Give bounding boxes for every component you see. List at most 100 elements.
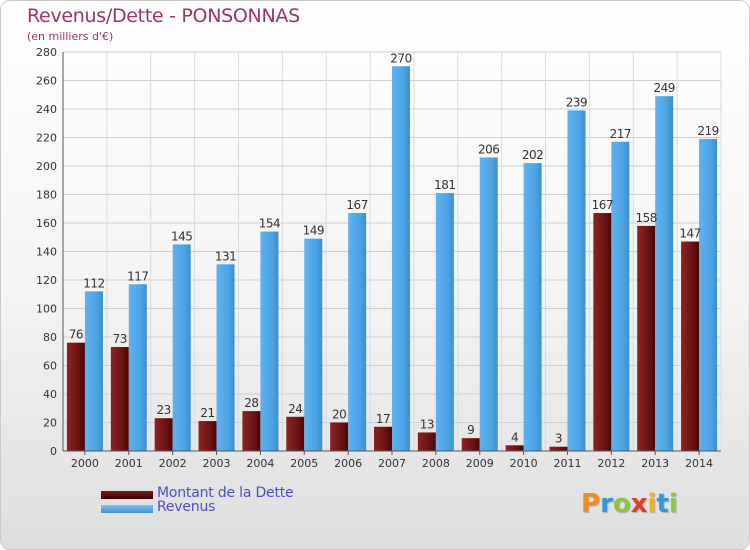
y-axis: 0 20 40 60 80 100 120 140 160 180 200 220 240 260 280	[36, 46, 64, 458]
chart-title: Revenus/Dette - PONSONNAS	[27, 5, 300, 27]
bar-revenue	[435, 193, 454, 451]
y-tick-label: 140	[36, 246, 57, 259]
bar-debt	[198, 421, 217, 451]
logo-letter: t	[656, 489, 669, 519]
bar-revenue	[699, 138, 718, 452]
x-tick-label: 2011	[553, 457, 581, 470]
data-label-revenue: 112	[83, 276, 104, 290]
bar-debt	[154, 418, 173, 451]
y-tick-label: 40	[43, 388, 57, 401]
bar-revenue	[567, 110, 586, 452]
data-label-revenue: 239	[566, 95, 587, 109]
bar-debt	[110, 346, 129, 451]
bar-revenue	[128, 284, 147, 451]
data-label-revenue: 117	[127, 269, 148, 283]
y-tick-label: 100	[36, 303, 57, 316]
x-tick-label: 2014	[685, 457, 713, 470]
x-tick-label: 2006	[334, 457, 362, 470]
data-label-revenue: 202	[522, 148, 543, 162]
chart-subtitle: (en milliers d'€)	[27, 30, 114, 43]
x-axis: 2000 2001 2002 2003 2004 2005 2006 2007 2008 2009…	[63, 450, 721, 470]
data-label-debt: 73	[113, 332, 127, 346]
bar-revenue	[304, 238, 323, 451]
data-label-revenue: 270	[390, 51, 411, 65]
bar-debt	[242, 411, 261, 451]
bar-revenue	[172, 244, 191, 451]
x-tick-label: 2003	[203, 457, 231, 470]
bar-revenue	[216, 264, 235, 451]
bar-revenue	[611, 141, 630, 451]
proxiti-logo: Proxiti	[581, 489, 678, 519]
y-tick-label: 220	[36, 132, 57, 145]
bar-revenue	[479, 157, 498, 451]
bar-debt	[330, 422, 349, 451]
logo-letter: o	[612, 489, 631, 519]
data-label-revenue: 249	[653, 81, 674, 95]
bar-debt	[66, 342, 85, 451]
x-tick-label: 2012	[597, 457, 625, 470]
y-tick-label: 20	[43, 417, 57, 430]
bar-debt	[593, 213, 612, 451]
y-tick-label: 240	[36, 103, 57, 116]
x-tick-label: 2008	[422, 457, 450, 470]
bar-revenue	[348, 213, 367, 451]
bar-revenue	[523, 163, 542, 451]
y-tick-label: 260	[36, 75, 57, 88]
bar-revenue	[655, 96, 674, 452]
data-label-debt: 20	[332, 408, 346, 422]
data-label-debt: 21	[200, 406, 214, 420]
y-tick-label: 60	[43, 360, 57, 373]
data-label-debt: 167	[592, 198, 613, 212]
y-tick-label: 160	[36, 217, 57, 230]
data-labels: 76 112 73 117 23 145 21 131 28 154 24 149 20 167 17 270…	[69, 51, 719, 445]
bar-debt	[549, 446, 568, 451]
logo-letter: x	[630, 489, 648, 519]
bars	[66, 66, 718, 452]
data-label-debt: 23	[157, 403, 171, 417]
bar-debt	[505, 445, 524, 451]
legend-label-revenue: Revenus	[157, 499, 216, 515]
data-label-revenue: 181	[434, 178, 455, 192]
y-tick-label: 180	[36, 189, 57, 202]
logo-letter: r	[600, 489, 613, 519]
data-label-debt: 3	[555, 432, 562, 446]
data-label-debt: 4	[511, 430, 518, 444]
bar-debt	[374, 426, 392, 451]
data-label-debt: 17	[376, 412, 390, 426]
data-label-revenue: 149	[303, 224, 324, 238]
bar-revenue	[392, 66, 410, 451]
data-label-revenue: 217	[610, 127, 631, 141]
logo-letter: i	[647, 489, 657, 519]
bar-debt	[286, 416, 305, 451]
data-label-debt: 158	[635, 211, 656, 225]
x-tick-label: 2007	[378, 457, 406, 470]
x-tick-label: 2002	[159, 457, 187, 470]
y-tick-label: 120	[36, 274, 57, 287]
y-tick-label: 0	[50, 445, 57, 458]
data-label-revenue: 145	[171, 229, 192, 243]
x-tick-label: 2001	[115, 457, 143, 470]
bar-debt	[637, 225, 656, 451]
y-tick-label: 80	[43, 331, 57, 344]
x-tick-label: 2004	[246, 457, 274, 470]
logo-letter: P	[581, 489, 601, 519]
data-label-revenue: 206	[478, 142, 499, 156]
x-tick-label: 2013	[641, 457, 669, 470]
bar-revenue	[260, 231, 279, 451]
legend-label-debt: Montant de la Dette	[157, 485, 294, 501]
x-tick-label: 2005	[290, 457, 318, 470]
x-tick-label: 2010	[510, 457, 538, 470]
data-label-debt: 28	[244, 396, 258, 410]
bar-debt	[681, 241, 700, 451]
legend-swatch-debt	[101, 491, 153, 499]
data-label-revenue: 154	[259, 217, 280, 231]
bar-debt	[461, 438, 480, 451]
bar-revenue	[84, 291, 103, 451]
data-label-debt: 24	[288, 402, 302, 416]
logo-letter: i	[668, 489, 678, 519]
y-tick-label: 280	[36, 46, 57, 59]
data-label-debt: 76	[69, 328, 83, 342]
x-tick-label: 2009	[466, 457, 494, 470]
